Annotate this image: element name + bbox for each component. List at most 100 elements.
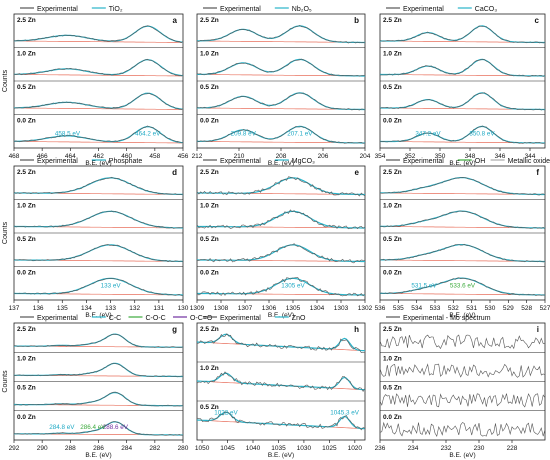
experimental-line (13, 58, 184, 77)
x-tick-label: 204 (360, 153, 371, 160)
experimental-line (379, 277, 546, 296)
row-label: 1.0 Zn (17, 203, 36, 210)
background-line (13, 107, 183, 110)
experimental-line (13, 391, 184, 407)
x-tick-label: 136 (33, 305, 44, 312)
x-tick-label: 280 (178, 445, 189, 452)
row-label: 0.0 Zn (200, 270, 219, 277)
x-tick-label: 528 (521, 305, 532, 312)
row-label: 2.5 Zn (17, 326, 36, 333)
experimental-line (379, 421, 546, 438)
row-label: 0.5 Zn (200, 236, 219, 243)
row-label: 0.5 Zn (383, 385, 402, 392)
x-axis-label: B.E. (eV) (85, 452, 111, 459)
fit-line (196, 177, 365, 196)
fit-line (197, 25, 365, 44)
x-tick-label: 1305 (286, 305, 301, 312)
panel-d: Experimental Phosphate d 2.5 Zn 1.0 Zn 0.5 Zn… (9, 158, 189, 319)
background-line (13, 141, 183, 144)
experimental-line (196, 24, 366, 44)
legend-label: O-C=O (190, 315, 213, 322)
x-tick-label: 208 (276, 153, 287, 160)
peak-annotation: 1305 eV (281, 282, 305, 289)
experimental-line (379, 92, 546, 111)
x-tick-label: 1309 (190, 305, 205, 312)
background-line (13, 74, 183, 77)
x-tick-label: 131 (153, 305, 164, 312)
x-axis-label: B.E. (eV) (268, 452, 294, 459)
x-axis-label: B.E. (eV) (268, 312, 294, 319)
legend-label: Experimental (220, 315, 261, 322)
legend-label: Metallic oxide (508, 158, 550, 165)
x-tick-label: 352 (405, 153, 416, 160)
x-axis-label: B.E. (eV) (449, 452, 475, 459)
panel-e: Experimental MgCO₃ e 2.5 Zn 1.0 Zn 0.5 Zn 0.0 … (190, 158, 373, 319)
fit-line (380, 177, 545, 196)
experimental-line (196, 371, 366, 393)
legend-h: Experimental ZnO (203, 315, 306, 322)
x-tick-label: 1040 (246, 445, 261, 452)
experimental-line (196, 277, 366, 297)
fit-line (196, 333, 366, 352)
legend-label: C-C (109, 315, 121, 322)
x-tick-label: 529 (503, 305, 514, 312)
experimental-line (379, 210, 546, 229)
peak-annotation: 350.8 eV (469, 130, 495, 137)
peak-annotation: 288.6 eV (103, 424, 129, 431)
legend-label: CaCO₃ (475, 6, 497, 13)
x-tick-label: 1302 (358, 305, 373, 312)
x-tick-label: 230 (474, 445, 485, 452)
fit-line (196, 210, 365, 229)
x-tick-label: 458 (149, 153, 160, 160)
row-label: 2.5 Zn (17, 169, 36, 176)
row-label: 1.0 Zn (383, 355, 402, 362)
row-label: 2.5 Zn (17, 17, 36, 24)
experimental-line (13, 244, 184, 263)
panel-g: Experimental C-C C-O-C O-C=O g 2.5 Zn 1.0 Zn 0.… (9, 315, 213, 459)
fit-line (197, 92, 365, 111)
row-label: 0.0 Zn (383, 270, 402, 277)
row-label: 0.0 Zn (383, 118, 402, 125)
x-tick-label: 346 (495, 153, 506, 160)
fit-line (196, 411, 366, 430)
legend-f: Experimental OH Metallic oxide (386, 158, 550, 165)
row-label: 0.0 Zn (200, 118, 219, 125)
x-tick-label: 1303 (334, 305, 349, 312)
panel-letter: d (172, 168, 177, 177)
legend-g: Experimental C-C C-O-C O-C=O (20, 315, 213, 322)
y-axis-label: Counts (2, 69, 9, 92)
experimental-line (196, 176, 366, 197)
fit-line (380, 244, 545, 263)
fit-line (379, 92, 545, 111)
x-tick-label: 1030 (297, 445, 312, 452)
fit-line (13, 277, 184, 296)
panel-c: Experimental CaCO₃ c 2.5 Zn 1.0 Zn 0.5 Zn 0.0 … (375, 6, 546, 167)
row-label: 0.5 Zn (17, 236, 36, 243)
legend-c: Experimental CaCO₃ (386, 6, 497, 13)
y-axis-label: Counts (2, 221, 9, 244)
x-tick-label: 1308 (214, 305, 229, 312)
row-label: 2.5 Zn (383, 17, 402, 24)
x-axis-label: B.E. (eV) (449, 312, 475, 319)
legend-label: Experimental (403, 158, 444, 165)
legend-d: Experimental Phosphate (20, 158, 142, 165)
row-label: 0.5 Zn (383, 236, 402, 243)
experimental-line (196, 58, 366, 77)
experimental-line (13, 421, 183, 436)
x-tick-label: 535 (393, 305, 404, 312)
background-line (13, 40, 183, 43)
fit-line (14, 25, 184, 43)
x-tick-label: 534 (411, 305, 422, 312)
x-tick-label: 460 (121, 153, 132, 160)
peak-annotation: 284.8 eV (49, 424, 75, 431)
x-tick-label: 206 (318, 153, 329, 160)
x-tick-label: 292 (9, 445, 20, 452)
legend-label: ZnO (292, 315, 306, 322)
fit-line (196, 372, 366, 391)
row-label: 0.0 Zn (17, 270, 36, 277)
x-axis-label: B.E. (eV) (85, 160, 111, 167)
x-tick-label: 137 (9, 305, 20, 312)
experimental-line (379, 125, 546, 144)
x-tick-label: 212 (192, 153, 203, 160)
